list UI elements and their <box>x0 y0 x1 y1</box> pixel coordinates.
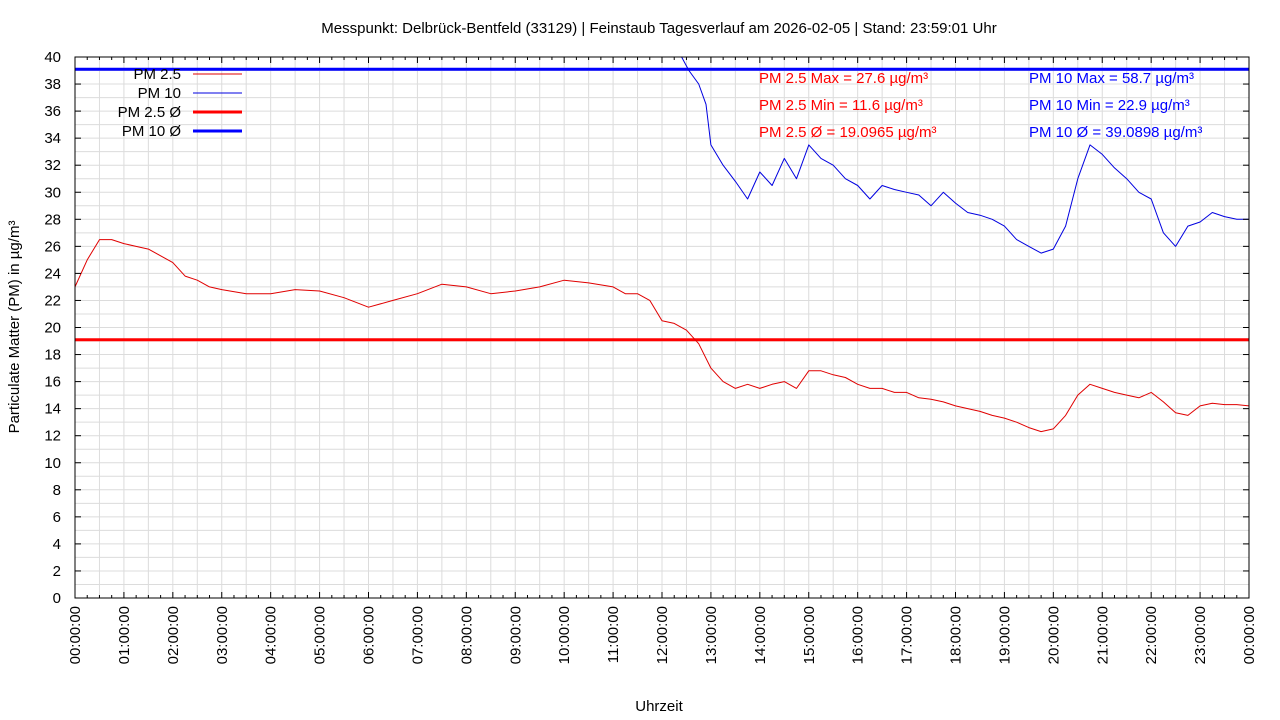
y-tick-label: 2 <box>53 563 61 580</box>
y-tick-label: 8 <box>53 482 61 499</box>
y-tick-label: 16 <box>44 374 61 391</box>
x-tick-label: 10:00:00 <box>556 606 573 664</box>
x-tick-label: 22:00:00 <box>1143 606 1160 664</box>
x-tick-label: 01:00:00 <box>116 606 133 664</box>
y-tick-label: 10 <box>44 455 61 472</box>
y-tick-label: 36 <box>44 103 61 120</box>
x-tick-label: 02:00:00 <box>165 606 182 664</box>
y-tick-label: 32 <box>44 157 61 174</box>
x-tick-label: 03:00:00 <box>214 606 231 664</box>
series-lines <box>75 57 1249 433</box>
x-tick-label: 05:00:00 <box>312 606 329 664</box>
x-tick-label: 16:00:00 <box>850 606 867 664</box>
y-tick-label: 20 <box>44 320 61 337</box>
series-line <box>681 57 1249 254</box>
stat-annotation: PM 10 Min = 22.9 µg/m³ <box>1029 97 1190 114</box>
y-tick-label: 24 <box>44 265 61 282</box>
legend-label: PM 2.5 Ø <box>118 104 182 121</box>
x-tick-label: 08:00:00 <box>458 606 475 664</box>
y-tick-label: 30 <box>44 184 61 201</box>
legend: PM 2.5 PM 10 PM 2.5 Ø PM 10 Ø <box>118 66 242 140</box>
stat-annotation: PM 10 Max = 58.7 µg/m³ <box>1029 70 1194 87</box>
x-tick-label: 17:00:00 <box>899 606 916 664</box>
y-tick-label: 22 <box>44 292 61 309</box>
y-axis-label: Particulate Matter (PM) in µg/m³ <box>6 221 23 434</box>
x-tick-label: 04:00:00 <box>263 606 280 664</box>
y-tick-label: 34 <box>44 130 61 147</box>
y-tick-label: 0 <box>53 590 61 607</box>
x-axis-label: Uhrzeit <box>635 698 683 715</box>
x-tick-label: 23:00:00 <box>1192 606 1209 664</box>
stat-annotation: PM 10 Ø = 39.0898 µg/m³ <box>1029 124 1202 141</box>
series-line <box>75 239 1249 433</box>
x-tick-label: 20:00:00 <box>1045 606 1062 664</box>
stat-annotation: PM 2.5 Min = 11.6 µg/m³ <box>759 97 923 114</box>
x-tick-label: 15:00:00 <box>801 606 818 664</box>
legend-label: PM 2.5 <box>133 66 181 83</box>
y-tick-label: 6 <box>53 509 61 526</box>
y-tick-label: 38 <box>44 76 61 93</box>
x-tick-label: 00:00:00 <box>1241 606 1258 664</box>
y-tick-label: 12 <box>44 428 61 445</box>
x-tick-label: 12:00:00 <box>654 606 671 664</box>
x-tick-label: 18:00:00 <box>948 606 965 664</box>
x-tick-label: 11:00:00 <box>605 606 622 663</box>
legend-label: PM 10 <box>138 85 181 102</box>
x-tick-label: 19:00:00 <box>996 606 1013 664</box>
y-tick-label: 18 <box>44 347 61 364</box>
y-tick-label: 4 <box>53 536 61 553</box>
y-tick-label: 26 <box>44 238 61 255</box>
x-tick-label: 09:00:00 <box>507 606 524 664</box>
grid <box>74 56 1250 599</box>
stat-annotation: PM 2.5 Ø = 19.0965 µg/m³ <box>759 124 936 141</box>
x-axis-ticks: 00:00:00 01:00:00 02:00:00 03:00:00 04:00:00… <box>67 57 1258 664</box>
y-tick-label: 40 <box>44 49 61 66</box>
y-tick-label: 14 <box>44 401 61 418</box>
average-lines <box>75 67 1249 342</box>
x-tick-label: 14:00:00 <box>752 606 769 664</box>
stat-annotation: PM 2.5 Max = 27.6 µg/m³ <box>759 70 928 87</box>
x-tick-label: 21:00:00 <box>1094 606 1111 664</box>
y-tick-label: 28 <box>44 211 61 228</box>
x-tick-label: 07:00:00 <box>409 606 426 664</box>
x-tick-label: 06:00:00 <box>361 606 378 664</box>
x-tick-label: 00:00:00 <box>67 606 84 664</box>
x-tick-label: 13:00:00 <box>703 606 720 664</box>
stats-annotations: PM 2.5 Max = 27.6 µg/m³ PM 2.5 Min = 11.6… <box>759 70 1202 141</box>
legend-label: PM 10 Ø <box>122 123 182 140</box>
chart-title: Messpunkt: Delbrück-Bentfeld (33129) | F… <box>321 20 996 37</box>
